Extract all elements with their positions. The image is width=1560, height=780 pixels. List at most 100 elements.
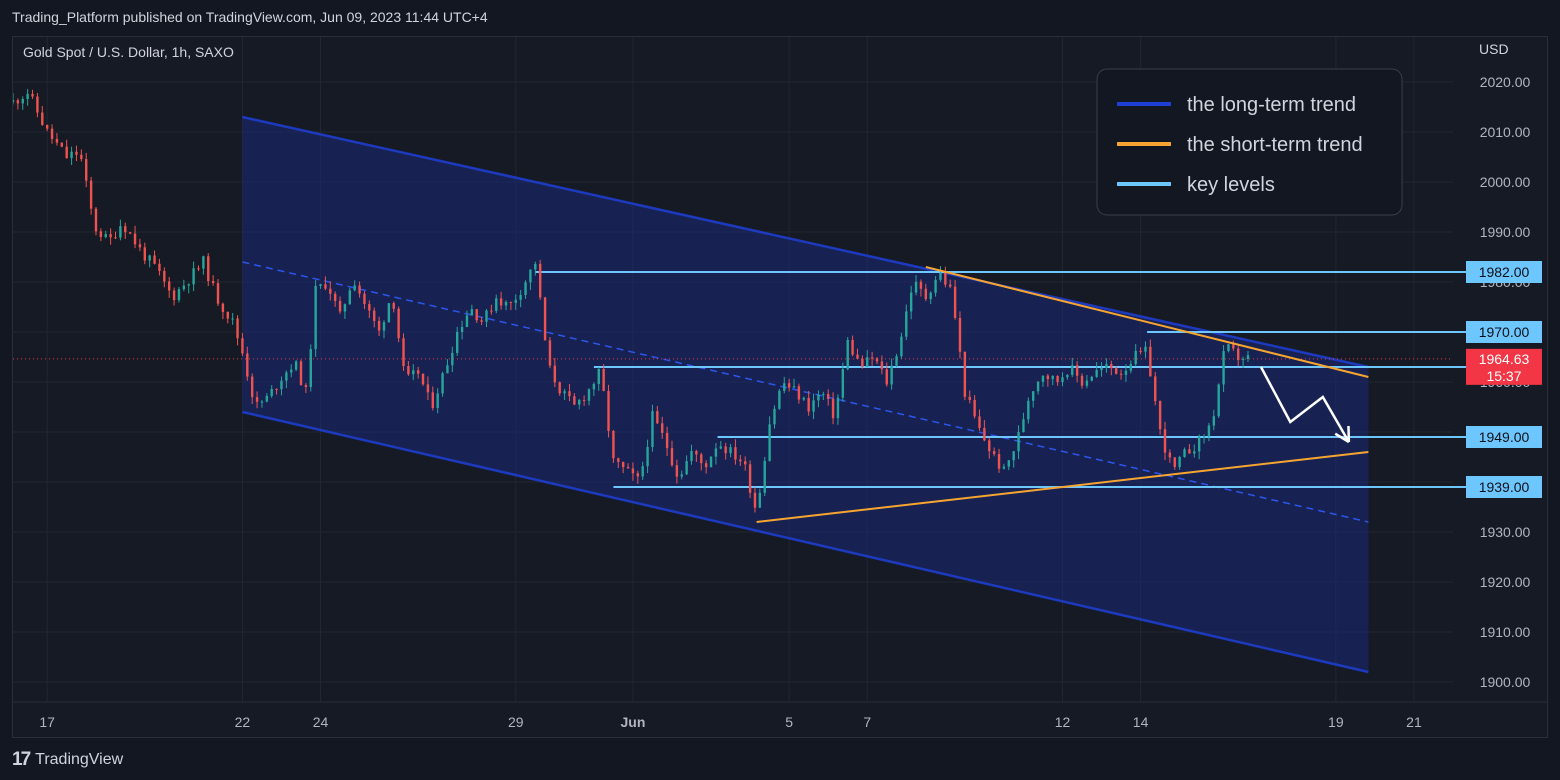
candle-body	[41, 112, 44, 125]
candle-body	[1149, 346, 1152, 377]
legend-box	[1096, 68, 1403, 216]
candle-body	[231, 318, 234, 320]
candle-body	[402, 338, 405, 367]
chart-frame[interactable]: 17 22 24 29 Jun 5 7 12 14 19 21 1900.00 1910.00 1920…	[11, 36, 1548, 738]
candle-body	[1105, 364, 1108, 368]
candle-body	[846, 339, 849, 370]
candle-body	[1012, 451, 1015, 461]
candle-body	[929, 292, 932, 300]
candle-body	[333, 293, 337, 301]
key-level-badge-label: 1982.00	[1479, 264, 1530, 280]
candle-body	[626, 467, 630, 469]
candle-body	[861, 358, 864, 367]
candle-body	[646, 446, 649, 467]
candle-body	[578, 399, 581, 405]
candle-body	[1085, 380, 1089, 386]
legend-label-short-term: the short-term trend	[1187, 134, 1363, 156]
candle-body	[617, 458, 620, 462]
candle-body	[1227, 344, 1230, 352]
candle-body	[260, 401, 264, 403]
candle-body	[1173, 457, 1176, 467]
candle-body	[748, 464, 752, 493]
candle-body	[988, 440, 991, 452]
candle-body	[675, 465, 679, 477]
candle-body	[441, 373, 444, 394]
candle-body	[1134, 350, 1137, 365]
candle-body	[787, 383, 791, 388]
x-tick-label: 24	[313, 714, 329, 730]
tradingview-logo-icon[interactable]: 17	[12, 749, 31, 770]
candle-body	[1241, 358, 1245, 361]
candle-body	[538, 263, 542, 298]
candle-body	[182, 285, 186, 290]
candle-body	[1139, 350, 1142, 352]
candle-body	[1154, 376, 1157, 402]
candle-body	[592, 383, 596, 390]
x-tick-label: 5	[785, 714, 793, 730]
candle-body	[124, 226, 127, 233]
candle-body	[338, 300, 342, 312]
candle-body	[373, 310, 376, 321]
candle-body	[1124, 370, 1128, 375]
candle-body	[207, 256, 210, 281]
candle-body	[1061, 377, 1064, 383]
y-tick-label: 2020.00	[1480, 74, 1531, 90]
x-tick-label: 7	[863, 714, 871, 730]
candle-body	[841, 369, 845, 398]
candle-body	[978, 416, 981, 428]
candle-body	[1197, 436, 1201, 452]
candle-body	[1222, 351, 1225, 385]
x-tick-label: 22	[235, 714, 251, 730]
tradingview-brand[interactable]: TradingView	[35, 751, 124, 768]
candle-body	[397, 308, 400, 339]
candle-body	[973, 399, 976, 417]
y-tick-label: 1990.00	[1480, 224, 1531, 240]
candle-body	[94, 208, 98, 232]
candle-body	[924, 288, 928, 300]
candle-body	[807, 397, 810, 412]
key-level-badge-label: 1949.00	[1479, 429, 1530, 445]
candle-body	[368, 304, 371, 311]
currency-label: USD	[1479, 41, 1509, 57]
candle-body	[1188, 449, 1191, 454]
candle-body	[851, 339, 854, 355]
y-tick-label: 1910.00	[1480, 624, 1531, 640]
candle-body	[519, 294, 522, 300]
candle-body	[983, 427, 986, 441]
candle-body	[363, 293, 366, 305]
candle-body	[778, 390, 781, 409]
candle-body	[50, 128, 54, 139]
candle-body	[548, 340, 552, 366]
key-level-badge-label: 1970.00	[1479, 324, 1530, 340]
candle-body	[377, 320, 381, 331]
candle-body	[55, 138, 59, 143]
candle-body	[143, 247, 146, 261]
candle-body	[1071, 365, 1074, 375]
candle-body	[1202, 436, 1206, 438]
y-tick-label: 1900.00	[1480, 674, 1531, 690]
candle-body	[460, 327, 464, 332]
candle-body	[163, 270, 166, 282]
candle-body	[582, 399, 586, 401]
candle-body	[621, 461, 625, 468]
candle-body	[255, 397, 259, 402]
candle-body	[275, 388, 278, 390]
candle-body	[797, 386, 801, 400]
candle-body	[636, 473, 640, 477]
candle-body	[1183, 449, 1186, 457]
candle-body	[236, 318, 239, 339]
price-chart[interactable]: 17 22 24 29 Jun 5 7 12 14 19 21 1900.00 1910.00 1920…	[11, 37, 1547, 737]
short-term-trend	[756, 266, 1369, 523]
candle-body	[1090, 376, 1093, 381]
candle-body	[1212, 416, 1216, 426]
projection-arrow-head	[1334, 432, 1350, 444]
candle-body	[812, 400, 815, 412]
candle-body	[768, 424, 771, 461]
x-tick-label: 12	[1055, 714, 1071, 730]
candle-body	[465, 315, 469, 328]
candle-body	[831, 398, 835, 419]
candle-body	[470, 309, 474, 316]
candle-body	[290, 369, 293, 373]
candle-body	[475, 309, 478, 321]
candle-body	[75, 151, 78, 155]
